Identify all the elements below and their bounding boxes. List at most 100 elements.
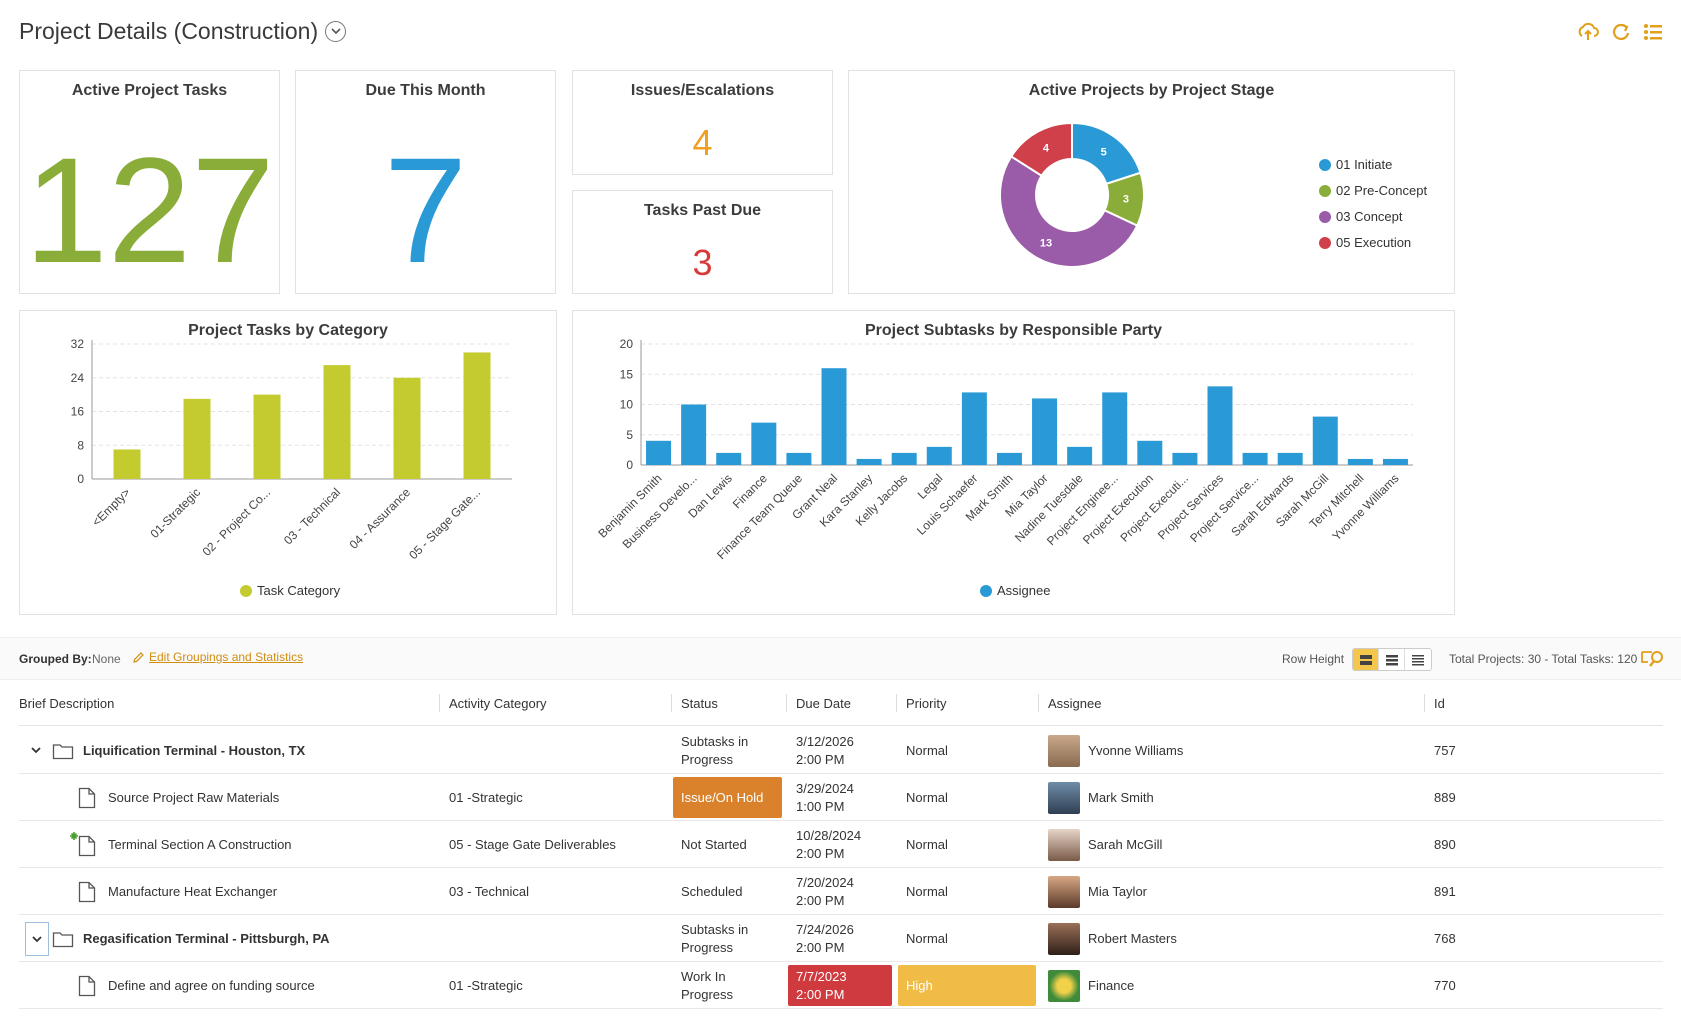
table-row[interactable]: Terminal Section A Construction 05 - Sta… — [19, 821, 1663, 868]
due-time-line: 1:00 PM — [796, 798, 845, 814]
refresh-icon[interactable] — [1611, 22, 1631, 42]
row-due-date: 3/12/2026 2:00 PM — [796, 727, 854, 774]
bar[interactable] — [716, 452, 742, 465]
y-tick-label: 16 — [71, 405, 85, 419]
row-due-date: 7/24/2026 2:00 PM — [796, 915, 854, 962]
bar[interactable] — [113, 449, 141, 479]
chevron-down-icon[interactable] — [29, 743, 43, 757]
kpi-due-month[interactable]: Due This Month 7 — [295, 70, 556, 294]
list-icon[interactable] — [1643, 22, 1663, 42]
bar[interactable] — [996, 452, 1022, 465]
status-line-1: Subtasks in — [681, 921, 749, 937]
bar[interactable] — [1102, 392, 1128, 465]
row-large-icon — [1359, 654, 1372, 665]
row-category: 01 -Strategic — [449, 789, 523, 805]
kpi-active-tasks-label: Active Project Tasks — [71, 82, 228, 99]
column-header-priority[interactable]: Priority — [906, 696, 947, 711]
table-row[interactable]: Manufacture Heat Exchanger 03 - Technica… — [19, 868, 1663, 915]
row-height-medium-button[interactable] — [1379, 649, 1405, 670]
row-assignee[interactable]: Mia Taylor — [1048, 868, 1147, 915]
kpi-past-due-label: Tasks Past Due — [643, 202, 762, 219]
bar[interactable] — [786, 452, 812, 465]
legend-item-pre-concept[interactable]: 02 Pre-Concept — [1319, 183, 1427, 198]
table-row[interactable]: Source Project Raw Materials 01 -Strateg… — [19, 774, 1663, 821]
kpi-issues[interactable]: Issues/Escalations 4 — [572, 70, 833, 175]
bar[interactable] — [856, 458, 882, 465]
donut-slice[interactable] — [999, 155, 1139, 268]
column-header-assignee[interactable]: Assignee — [1048, 696, 1102, 711]
bar[interactable] — [961, 392, 987, 465]
legend-label: 05 Execution — [1336, 235, 1412, 250]
kpi-past-due[interactable]: Tasks Past Due 3 — [572, 190, 833, 294]
row-assignee[interactable]: Sarah McGill — [1048, 821, 1162, 868]
status-line-2: Progress — [681, 939, 734, 955]
bar[interactable] — [463, 352, 491, 479]
row-due-date: 3/29/2024 1:00 PM — [796, 774, 854, 821]
legend-item-concept[interactable]: 03 Concept — [1319, 209, 1403, 224]
legend-item-execution[interactable]: 05 Execution — [1319, 235, 1411, 250]
search-rows-icon[interactable] — [1640, 648, 1666, 673]
bar[interactable] — [926, 446, 952, 465]
bar[interactable] — [1172, 452, 1198, 465]
bar[interactable] — [1067, 446, 1093, 465]
kpi-active-tasks[interactable]: Active Project Tasks 127 — [19, 70, 280, 294]
donut-slice[interactable] — [1009, 121, 1073, 178]
bar[interactable] — [1312, 416, 1338, 465]
chevron-down-icon[interactable] — [325, 21, 347, 42]
bar[interactable] — [821, 368, 847, 465]
assignee-name: Yvonne Williams — [1088, 742, 1184, 758]
column-header-id[interactable]: Id — [1434, 696, 1445, 711]
row-description: Manufacture Heat Exchanger — [108, 883, 278, 899]
row-height-small-button[interactable] — [1405, 649, 1431, 670]
bar[interactable] — [681, 404, 707, 466]
row-id: 889 — [1434, 789, 1456, 805]
bar[interactable] — [253, 394, 281, 479]
stage-donut-chart: 5 3 13 4 — [999, 121, 1145, 268]
due-date-line: 7/20/2024 — [796, 874, 854, 890]
bar[interactable] — [1382, 458, 1408, 465]
stage-chart-card: Active Projects by Project Stage 5 3 13 4 0… — [848, 70, 1455, 294]
edit-groupings-link[interactable]: Edit Groupings and Statistics — [132, 650, 303, 664]
assignee-name: Robert Masters — [1088, 930, 1177, 946]
row-assignee[interactable]: Yvonne Williams — [1048, 727, 1183, 774]
category-legend[interactable]: Task Category — [240, 583, 340, 598]
table-row[interactable]: Regasification Terminal - Pittsburgh, PA… — [19, 915, 1663, 962]
bar[interactable] — [751, 422, 777, 465]
row-height-large-button[interactable] — [1353, 649, 1379, 670]
column-header-status[interactable]: Status — [681, 696, 718, 711]
table-row[interactable]: Define and agree on funding source 01 -S… — [19, 962, 1663, 1009]
bar[interactable] — [1137, 440, 1163, 465]
bar[interactable] — [323, 365, 351, 479]
bar[interactable] — [1032, 398, 1058, 465]
grouped-by-value: None — [92, 652, 121, 666]
legend-item-initiate[interactable]: 01 Initiate — [1319, 157, 1392, 172]
party-chart-title: Project Subtasks by Responsible Party — [865, 322, 1162, 339]
bar[interactable] — [1207, 386, 1233, 465]
party-legend[interactable]: Assignee — [980, 583, 1050, 598]
column-header-description[interactable]: Brief Description — [19, 696, 115, 711]
bar[interactable] — [1347, 458, 1373, 465]
cloud-upload-icon[interactable] — [1577, 22, 1599, 42]
bar[interactable] — [1242, 452, 1268, 465]
bar[interactable] — [393, 377, 421, 479]
legend-label: Assignee — [997, 583, 1051, 598]
due-time-line: 2:00 PM — [796, 845, 845, 861]
row-assignee[interactable]: Mark Smith — [1048, 774, 1154, 821]
bar[interactable] — [1277, 452, 1303, 465]
donut-slice-label: 3 — [1123, 193, 1129, 205]
avatar — [1048, 875, 1080, 908]
chevron-down-icon[interactable] — [25, 922, 49, 956]
row-assignee[interactable]: Robert Masters — [1048, 915, 1177, 962]
bar[interactable] — [646, 440, 672, 465]
finance-avatar — [1048, 969, 1080, 1002]
table-row[interactable]: Liquification Terminal - Houston, TX Sub… — [19, 727, 1663, 774]
column-header-due-date[interactable]: Due Date — [796, 696, 851, 711]
bar[interactable] — [183, 398, 211, 479]
row-assignee[interactable]: Finance — [1048, 962, 1134, 1009]
due-time-line: 2:00 PM — [796, 939, 845, 955]
row-status: Subtasks in Progress — [681, 727, 748, 774]
avatar — [1048, 922, 1080, 955]
bar[interactable] — [891, 452, 917, 465]
column-header-category[interactable]: Activity Category — [449, 696, 547, 711]
